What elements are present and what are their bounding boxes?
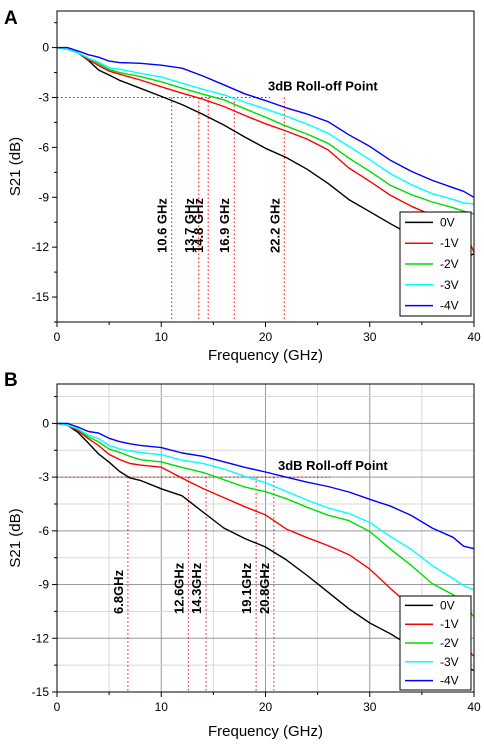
x-axis-label: Frequency (GHz): [208, 723, 323, 740]
series-line-2Vv: [56, 46, 475, 215]
series-line-3Vv: [56, 422, 475, 591]
y-axis-label: S21 (dB): [7, 137, 24, 196]
rolloff-label: 16.9 GHz: [217, 198, 232, 253]
series-line-3Vv: [56, 46, 475, 205]
y-tick-label: 0: [42, 416, 49, 430]
legend-label: -2V: [440, 257, 459, 271]
y-tick-label: -12: [32, 240, 50, 254]
legend-box: [399, 211, 472, 317]
legend-label: 0V: [440, 598, 455, 612]
rolloff-label: 20.8GHz: [257, 562, 272, 614]
y-tick-label: -15: [32, 685, 50, 699]
series-line-4Vv: [57, 46, 475, 198]
rolloff-label: 10.6 GHz: [155, 198, 170, 253]
rolloff-label: 19.1GHz: [239, 562, 254, 614]
series-line-4Vv: [57, 422, 475, 550]
x-tick-label: 40: [467, 330, 481, 344]
rolloff-label: 12.6GHz: [171, 562, 186, 614]
y-tick-label: -12: [32, 631, 50, 645]
y-axis-label: S21 (dB): [7, 508, 24, 567]
x-tick-label: 10: [155, 330, 169, 344]
x-tick-label: 0: [54, 330, 61, 344]
panel-letter: B: [4, 370, 18, 391]
legend-label: -1V: [440, 617, 459, 631]
legend-label: -3V: [440, 655, 459, 669]
x-tick-label: 20: [259, 700, 273, 714]
y-tick-label: -3: [38, 470, 49, 484]
rolloff-label: 13.7 GHz: [182, 198, 197, 253]
rolloff-label: 14.8 GHz: [191, 198, 206, 253]
legend-label: -3V: [440, 278, 459, 292]
series-line-2Vv: [56, 422, 475, 618]
y-tick-label: -9: [38, 578, 49, 592]
legend: 0V -1V -2V -3V -4V: [399, 595, 472, 691]
y-tick-label: 0: [42, 41, 49, 55]
x-tick-label: 30: [363, 330, 377, 344]
x-tick-label: 40: [467, 700, 481, 714]
rolloff-guides: [57, 476, 330, 692]
y-tick-label: -6: [38, 524, 49, 538]
x-tick-label: 0: [54, 700, 61, 714]
legend-label: 0V: [440, 215, 455, 229]
y-tick-label: -3: [38, 90, 49, 104]
rolloff-guides: [57, 96, 285, 322]
legend-label: -4V: [440, 299, 459, 313]
legend-label: -1V: [440, 236, 459, 250]
rolloff-label: 14.3GHz: [189, 562, 204, 614]
legend-label: -2V: [440, 636, 459, 650]
panel-letter: A: [4, 8, 18, 29]
legend-label: -4V: [440, 674, 459, 688]
y-tick-label: -9: [38, 190, 49, 204]
rolloff-label: 22.2 GHz: [267, 198, 282, 253]
rolloff-label: 6.8GHz: [111, 569, 126, 614]
x-tick-label: 10: [155, 700, 169, 714]
legend: 0V -1V -2V -3V -4V: [399, 211, 472, 317]
x-tick-label: 20: [259, 330, 273, 344]
chart-panel-a: A 0 10 20 30 40 0 -3 -6 -9 -12 -15 Frequency (GHz) S2…: [4, 8, 481, 364]
x-axis-label: Frequency (GHz): [208, 347, 323, 364]
rolloff-annotation: 3dB Roll-off Point: [278, 458, 388, 473]
y-tick-label: -15: [32, 290, 50, 304]
rolloff-annotation: 3dB Roll-off Point: [268, 78, 378, 93]
series-line-1Vv: [56, 46, 475, 253]
chart-panel-b: B 0 10 20 30 40 0 -3 -6 -9 -12 -15 Frequency (GHz) S2…: [4, 370, 481, 740]
y-tick-label: -6: [38, 140, 49, 154]
x-tick-label: 30: [363, 700, 377, 714]
